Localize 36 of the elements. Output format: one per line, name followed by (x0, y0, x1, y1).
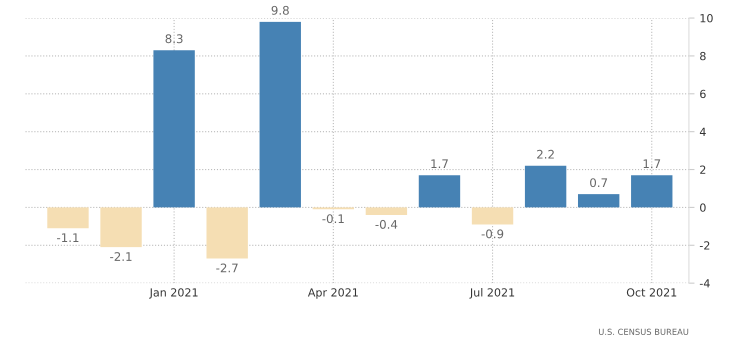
bar (366, 207, 408, 215)
bar (472, 207, 514, 224)
bar (418, 175, 460, 208)
data-label: 0.7 (590, 178, 608, 188)
data-label: -2.7 (216, 263, 238, 272)
data-label: 2.2 (537, 150, 554, 159)
x-tick-label: Jan 2021 (149, 288, 198, 299)
data-label: 1.7 (644, 159, 660, 168)
y-tick-label: 10 (700, 14, 713, 22)
y-tick-label: 0 (700, 203, 706, 212)
bar (100, 207, 142, 248)
data-label: -0.9 (482, 229, 504, 238)
bar (47, 207, 89, 228)
data-label: 9.8 (272, 6, 289, 15)
data-label: 8.3 (166, 34, 183, 44)
bar (631, 175, 672, 208)
text: U.S. CENSUS BUREAU (598, 328, 688, 335)
bar (578, 194, 620, 208)
x-tick-label: Jul 2021 (469, 288, 514, 299)
y-tick-label: 8 (700, 52, 706, 60)
y-tick-label: 4 (700, 128, 706, 136)
data-label: 1.7 (431, 159, 448, 168)
y-tick-label: 6 (700, 90, 706, 98)
bar (206, 207, 248, 259)
x-tick-label: Oct 2021 (626, 288, 676, 297)
data-label: -0.1 (322, 214, 344, 224)
data-label: -0.4 (375, 220, 398, 229)
bar (153, 50, 195, 208)
y-tick-label: 2 (700, 166, 706, 174)
data-label: -1.1 (57, 233, 78, 242)
y-tick-label: -4 (700, 279, 710, 288)
bar (524, 166, 566, 208)
data-label: -2.1 (110, 252, 132, 261)
y-tick-label: -2 (700, 241, 710, 250)
bar (260, 22, 301, 208)
x-tick-label: Apr 2021 (308, 288, 358, 299)
